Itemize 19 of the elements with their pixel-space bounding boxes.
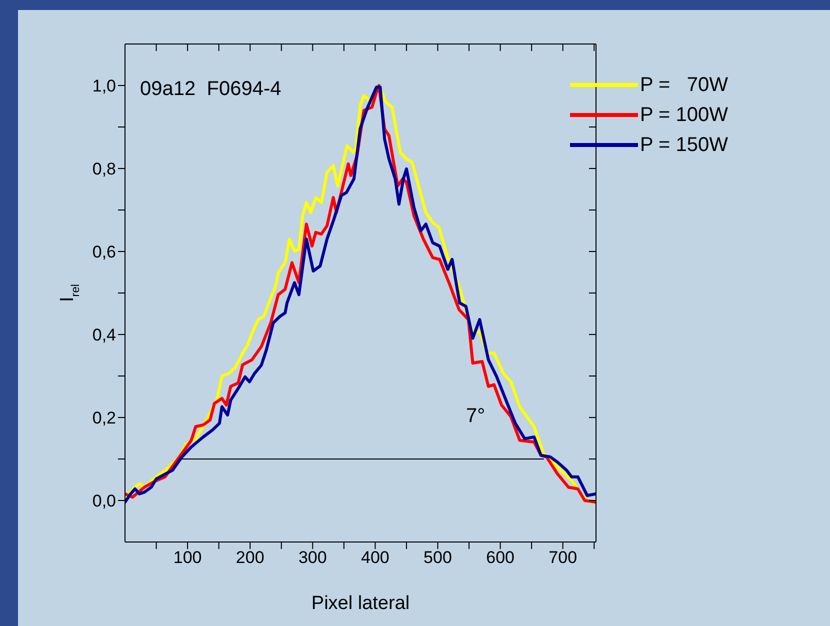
annotation: 09a12 F0694-4 — [140, 78, 282, 101]
x-tick-label: 400 — [361, 548, 390, 568]
annotation: 7° — [466, 405, 486, 428]
y-tick-label: 0,4 — [92, 326, 116, 345]
y-tick-label: 0,2 — [92, 408, 116, 428]
legend-label: P = 100W — [640, 104, 728, 126]
y-tick-label: 0,8 — [92, 160, 116, 179]
y-tick-label: 1,0 — [92, 76, 116, 96]
legend-label: P = 70W — [640, 74, 728, 96]
x-axis-title: Pixel lateral — [311, 593, 410, 614]
x-tick-label: 100 — [173, 548, 202, 568]
x-tick-label: 600 — [486, 548, 514, 568]
x-tick-label: 300 — [298, 548, 327, 568]
x-tick-label: 200 — [236, 548, 264, 568]
x-tick-label: 700 — [548, 548, 578, 568]
y-tick-label: 0,0 — [92, 492, 116, 511]
y-tick-label: 0,6 — [92, 242, 116, 262]
x-tick-label: 500 — [424, 548, 452, 568]
legend-label: P = 150W — [640, 134, 728, 156]
